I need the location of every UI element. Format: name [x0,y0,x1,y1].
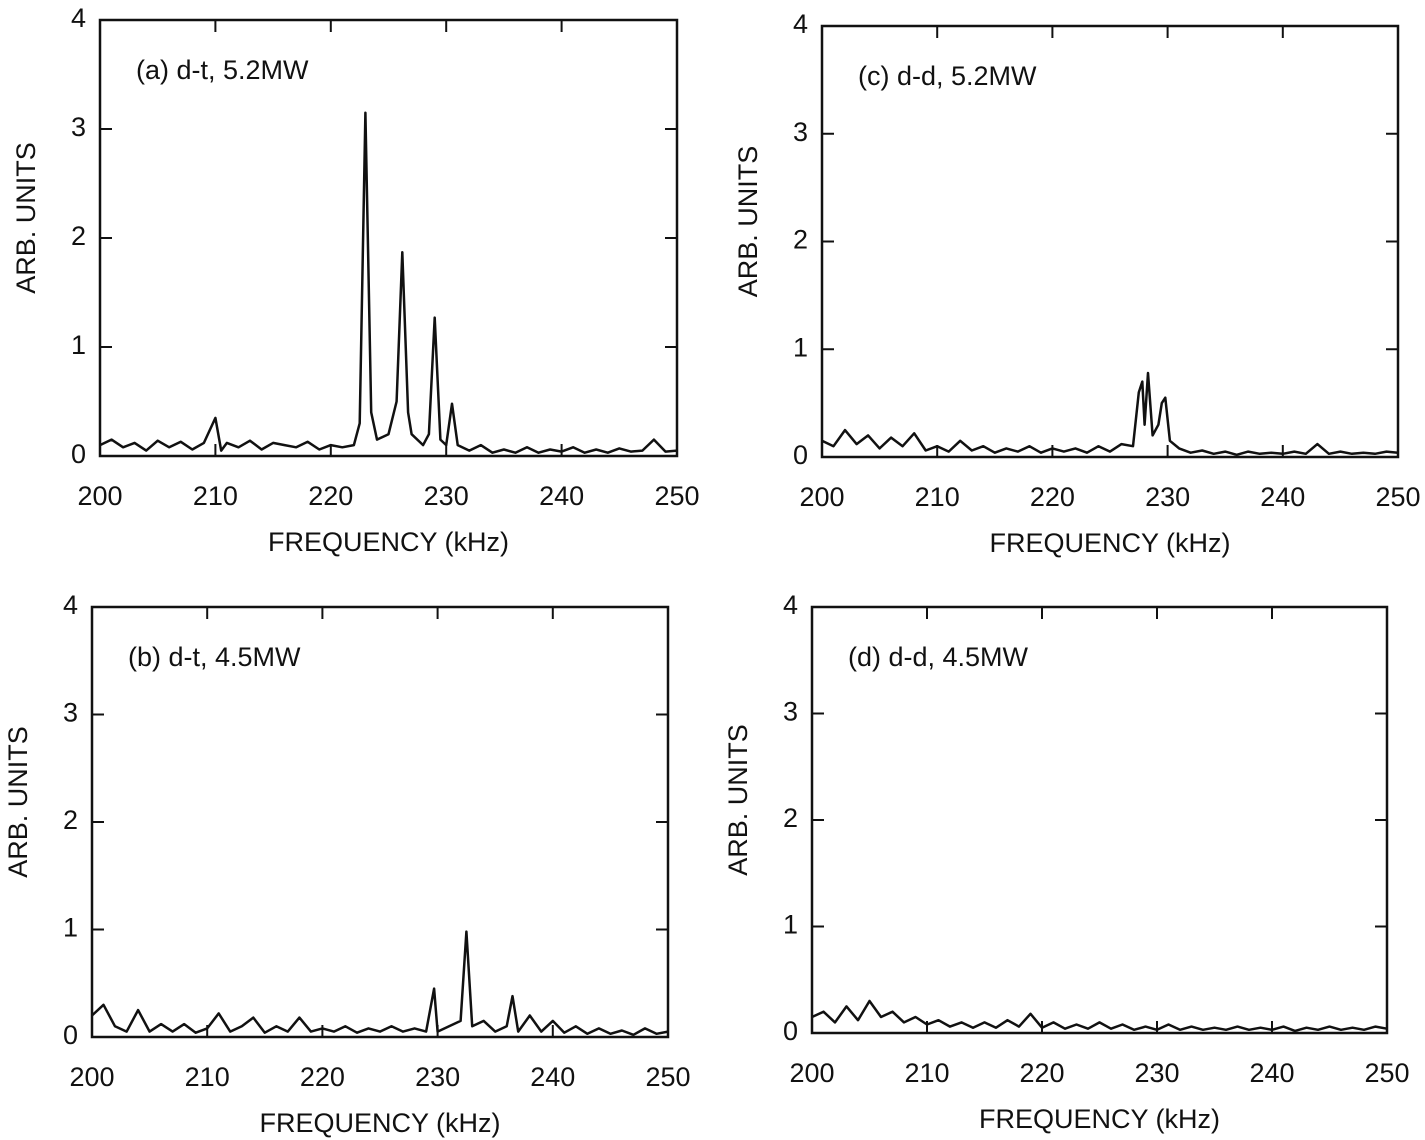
y-tick-label: 3 [63,698,78,728]
x-tick-label: 200 [799,482,844,512]
panel-title: (d) d-d, 4.5MW [848,642,1029,672]
y-tick-label: 0 [793,440,808,470]
x-tick-label: 250 [654,481,699,511]
y-axis-label: ARB. UNITS [11,142,41,294]
x-tick-label: 240 [539,481,584,511]
panel-title: (c) d-d, 5.2MW [858,61,1037,91]
y-tick-label: 0 [71,439,86,469]
y-tick-label: 1 [793,332,808,362]
y-tick-label: 4 [71,3,86,33]
y-tick-label: 1 [63,913,78,943]
y-tick-label: 2 [71,221,86,251]
plot-frame [98,18,679,458]
x-tick-label: 210 [904,1058,949,1088]
y-tick-label: 3 [783,697,798,727]
y-tick-label: 1 [71,330,86,360]
x-axis-label: FREQUENCY (kHz) [979,1104,1220,1134]
x-tick-label: 230 [424,481,469,511]
y-tick-label: 3 [71,112,86,142]
y-axis-label: ARB. UNITS [723,724,753,876]
plot-frame [810,605,1389,1035]
y-tick-label: 4 [783,590,798,620]
x-tick-label: 230 [1145,482,1190,512]
y-tick-label: 2 [63,805,78,835]
y-tick-label: 1 [783,910,798,940]
x-tick-label: 240 [1260,482,1305,512]
y-tick-label: 4 [793,9,808,39]
spectrum-line [821,371,1399,457]
x-tick-label: 250 [645,1062,690,1092]
x-tick-label: 250 [1375,482,1420,512]
x-tick-label: 230 [1134,1058,1179,1088]
x-tick-label: 210 [915,482,960,512]
x-tick-label: 200 [77,481,122,511]
panel-title: (a) d-t, 5.2MW [136,55,309,85]
y-axis-label: ARB. UNITS [733,146,763,298]
x-tick-label: 210 [185,1062,230,1092]
y-tick-label: 3 [793,117,808,147]
y-tick-label: 2 [783,803,798,833]
spectrum-line [811,999,1388,1033]
spectrum-line [99,111,678,454]
spectrum-line [91,930,669,1037]
x-axis-label: FREQUENCY (kHz) [259,1108,500,1138]
x-tick-label: 220 [300,1062,345,1092]
plot-frame [90,605,670,1039]
x-axis-label: FREQUENCY (kHz) [268,527,509,557]
plot-frame [820,24,1400,459]
x-tick-label: 220 [1030,482,1075,512]
panel-title: (b) d-t, 4.5MW [128,642,301,672]
x-tick-label: 240 [530,1062,575,1092]
x-tick-label: 250 [1364,1058,1409,1088]
x-tick-label: 200 [69,1062,114,1092]
y-tick-label: 0 [63,1020,78,1050]
y-tick-label: 2 [793,225,808,255]
x-tick-label: 240 [1249,1058,1294,1088]
x-tick-label: 200 [789,1058,834,1088]
y-tick-label: 0 [783,1016,798,1046]
x-tick-label: 220 [308,481,353,511]
x-tick-label: 220 [1019,1058,1064,1088]
x-axis-label: FREQUENCY (kHz) [989,528,1230,558]
y-axis-label: ARB. UNITS [3,726,33,878]
x-tick-label: 210 [193,481,238,511]
y-tick-label: 4 [63,590,78,620]
x-tick-label: 230 [415,1062,460,1092]
